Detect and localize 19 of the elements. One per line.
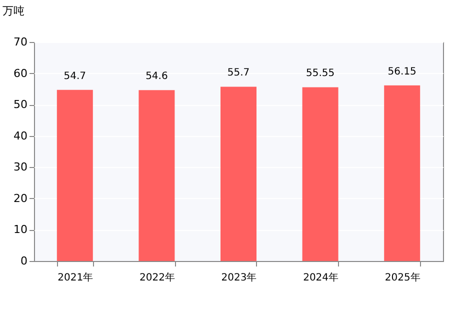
y-tick-label: 40 xyxy=(14,129,28,142)
x-tick-label: 2024年 xyxy=(303,272,339,284)
x-tick-label: 2025年 xyxy=(384,272,420,284)
y-tick-label: 10 xyxy=(14,223,28,236)
data-label: 55.55 xyxy=(306,68,335,80)
y-tick-label: 20 xyxy=(14,192,28,205)
data-label: 55.7 xyxy=(227,68,250,79)
y-tick-label: 30 xyxy=(14,160,28,174)
x-tick-label: 2022年 xyxy=(139,272,175,284)
y-tick-label: 60 xyxy=(14,66,28,80)
x-tick-label: 2021年 xyxy=(58,272,94,284)
y-tick-label: 0 xyxy=(20,254,28,268)
data-label: 54.7 xyxy=(64,70,86,82)
y-tick-label: 50 xyxy=(14,98,28,112)
data-label: 56.15 xyxy=(388,66,416,78)
y-axis-title: 万吨 xyxy=(2,4,24,18)
data-label: 54.6 xyxy=(146,71,168,82)
y-tick-label: 70 xyxy=(14,36,28,48)
x-tick-label: 2023年 xyxy=(221,272,257,284)
